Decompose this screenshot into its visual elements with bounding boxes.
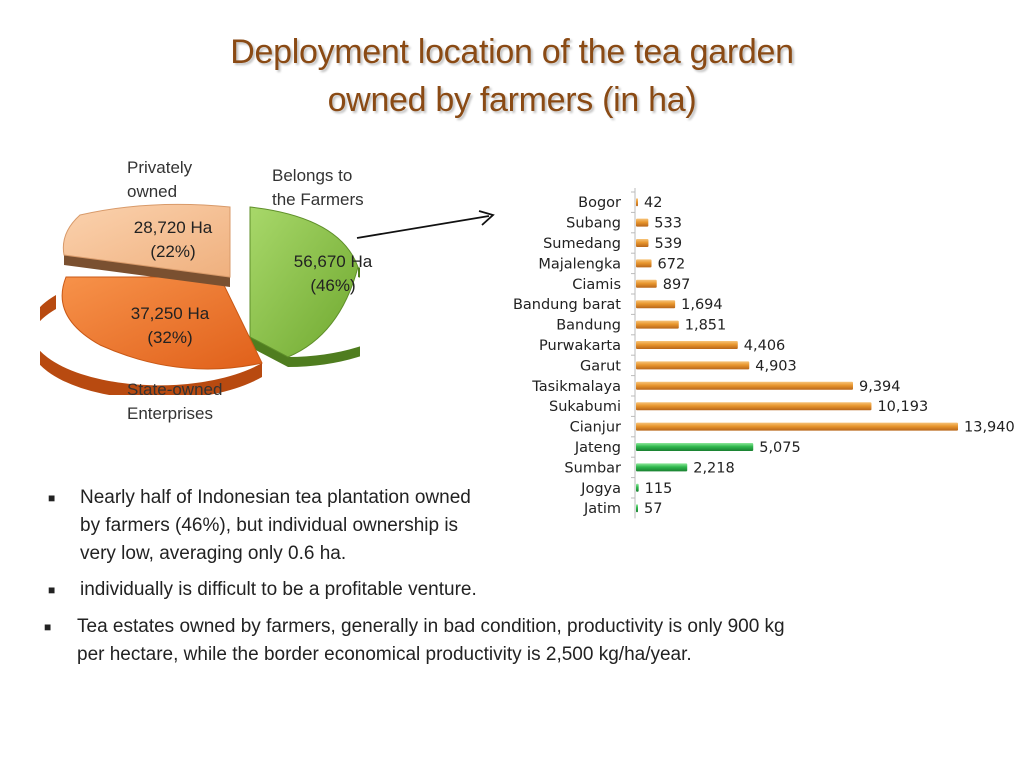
bar-value-label: 57 [644,501,662,517]
pie-slice-private-side [64,255,230,287]
bullet-3-line2: per hectare, while the border economical… [77,644,692,665]
bar-value-label: 2,218 [693,460,735,476]
bar-value-label: 897 [663,277,691,293]
bar [636,259,652,268]
bar-value-label: 4,406 [744,338,786,354]
slide-title-line2: owned by farmers (in ha) [327,81,697,119]
pie-slice-state [61,276,263,370]
pie-slice-state-side [40,295,262,395]
bar [636,463,688,472]
bar-value-label: 672 [658,256,686,272]
bar-category-label: Garut [580,358,621,374]
bar-value-label: 10,193 [877,399,928,415]
bar-value-label: 533 [654,216,682,232]
bar-value-label: 115 [645,481,673,497]
bullet-marker: ■ [48,583,56,597]
bullet-1-line1: Nearly half of Indonesian tea plantation… [80,487,471,508]
bar-value-label: 42 [644,195,662,211]
bar [636,504,638,513]
bar-category-label: Subang [566,216,621,232]
pie-value-state: 37,250 Ha (32%) [130,304,210,347]
pie-label-private: Privately owned [127,158,193,201]
bar [636,239,649,247]
bullet-1-line2: by farmers (46%), but individual ownersh… [80,515,459,536]
bar-value-label: 13,940 [964,420,1015,436]
bar-value-label: 1,694 [681,297,723,313]
pie-slice-farmers-side [250,207,360,367]
slide-title-line1: Deployment location of the tea garden [230,33,794,71]
connector-arrow [356,210,495,239]
bullet-3-line1: Tea estates owned by farmers, generally … [77,616,785,637]
bar [636,361,750,370]
bar [636,279,657,288]
bar-category-label: Bandung [556,318,621,334]
bar [636,300,676,309]
pie-label-farmers: Belongs to the Farmers [272,166,364,209]
bar [636,198,638,207]
bar [636,381,853,390]
bar-category-label: Bogor [578,195,621,211]
pie-slice-private [62,203,231,278]
bullet-1-line3: very low, averaging only 0.6 ha. [80,543,347,564]
bar-category-label: Bandung barat [513,297,621,313]
bar-value-label: 539 [654,236,682,252]
bar [636,483,639,492]
bar-chart: Bogor 42 Subang 533 Sumedang 539 Majalengka 672… [513,188,1015,519]
bar-category-label: Ciamis [572,277,621,293]
bar-category-label: Sumbar [564,460,621,476]
bar [636,218,649,227]
bar-category-label: Tasikmalaya [531,379,621,395]
bar-value-label: 5,075 [759,440,801,456]
bar-category-label: Jogya [580,481,621,497]
bar-category-label: Sumedang [543,236,621,252]
bar-category-label: Purwakarta [539,338,621,354]
bullet-marker: ■ [48,491,56,505]
bar [636,402,872,411]
bar-category-label: Cianjur [570,420,621,436]
bar [636,320,679,329]
bar-category-label: Majalengka [538,256,621,272]
bar [636,341,738,349]
bar-category-label: Sukabumi [549,399,621,415]
bar-value-label: 4,903 [755,358,797,374]
bullet-marker: ■ [44,620,52,634]
bar-value-label: 9,394 [859,379,901,395]
pie-chart [40,203,360,395]
bullet-2-line1: individually is difficult to be a profit… [80,579,477,600]
bar [636,443,754,451]
pie-slice-farmers [249,206,359,358]
bar-value-label: 1,851 [685,318,727,334]
bar-category-label: Jateng [574,440,621,456]
bar-category-label: Jatim [583,501,621,517]
pie-value-private: 28,720 Ha (22%) [133,218,213,261]
pie-label-state: State-owned Enterprises [127,380,223,423]
pie-value-farmers: 56,670 Ha (46%) [293,252,373,295]
bar [636,422,958,431]
